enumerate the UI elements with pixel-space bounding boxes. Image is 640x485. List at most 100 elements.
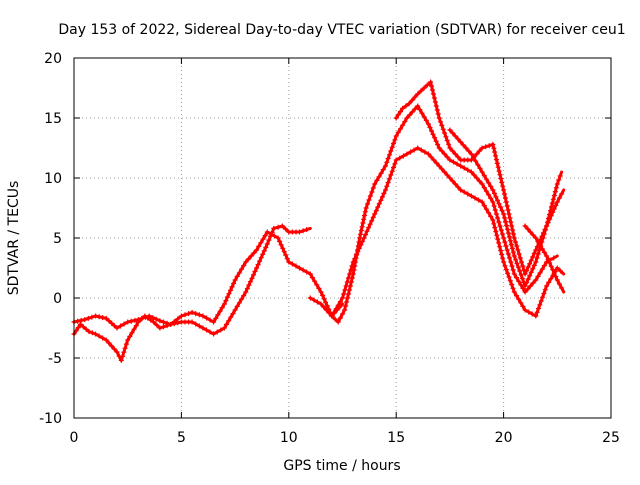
data-point [211, 319, 217, 325]
data-point [502, 191, 507, 197]
x-tick-label: 5 [177, 430, 186, 446]
data-point [504, 203, 510, 209]
data-point [318, 301, 324, 307]
data-point [430, 91, 436, 97]
data-point [476, 148, 482, 154]
data-point [472, 195, 478, 201]
data-point [114, 349, 120, 355]
data-point [528, 257, 534, 263]
data-point [479, 199, 485, 205]
data-point [355, 249, 361, 255]
data-point [516, 278, 522, 284]
data-point [509, 263, 515, 269]
data-point [347, 271, 353, 277]
data-point [236, 300, 242, 306]
data-point [241, 293, 247, 299]
data-point [356, 245, 362, 251]
data-point [486, 192, 492, 198]
data-point [548, 263, 554, 269]
data-point [374, 177, 380, 183]
data-point [538, 298, 544, 304]
data-point [318, 289, 324, 295]
data-point [509, 223, 515, 229]
data-point [385, 180, 391, 185]
data-point [522, 307, 528, 313]
data-point [518, 300, 524, 306]
data-point [504, 247, 510, 253]
data-point [157, 325, 163, 331]
data-point [491, 145, 497, 151]
data-point [524, 268, 530, 274]
data-point [547, 212, 552, 217]
data-point [476, 178, 482, 184]
y-tick-label: 0 [53, 291, 62, 307]
data-point [400, 153, 406, 159]
data-point [280, 245, 286, 251]
data-point [395, 112, 401, 118]
data-point [537, 242, 543, 248]
x-tick-label: 25 [602, 430, 620, 446]
data-point [217, 308, 223, 314]
data-point [304, 269, 310, 275]
data-point [418, 147, 424, 153]
data-point [123, 341, 129, 347]
data-point [388, 172, 394, 178]
data-point [502, 215, 508, 221]
data-point [447, 127, 453, 133]
data-point [333, 306, 339, 312]
data-point [77, 321, 83, 327]
data-point [545, 256, 551, 262]
data-point [314, 299, 320, 305]
data-point [326, 310, 332, 316]
data-point [536, 306, 541, 311]
data-point [275, 235, 281, 241]
data-point [503, 219, 509, 225]
data-point [498, 248, 504, 253]
data-point [411, 147, 417, 153]
data-point [314, 282, 320, 288]
data-point [499, 208, 505, 214]
y-tick-label: 15 [44, 111, 62, 127]
series-sat-7 [522, 223, 566, 294]
data-point [479, 169, 485, 175]
data-point [475, 162, 481, 168]
data-point [491, 190, 497, 196]
data-point [275, 224, 281, 230]
data-point [540, 235, 546, 241]
data-point [118, 357, 124, 363]
data-point [528, 269, 534, 275]
data-point [353, 252, 359, 258]
data-point [546, 215, 551, 221]
data-point [525, 276, 531, 282]
data-point [497, 172, 503, 178]
data-point [468, 193, 474, 199]
data-point [316, 285, 322, 291]
data-point [540, 294, 545, 300]
data-point [553, 274, 559, 280]
data-point [425, 121, 431, 127]
data-point [488, 213, 494, 219]
data-point [258, 240, 264, 246]
data-point [428, 79, 434, 85]
data-point [548, 204, 554, 210]
data-point [516, 251, 522, 257]
data-point [337, 299, 343, 305]
data-point [86, 329, 92, 335]
data-point [492, 149, 498, 155]
data-point [488, 183, 494, 189]
data-point [360, 220, 366, 226]
data-point [106, 318, 112, 324]
series-sat-4 [329, 145, 566, 319]
grid-layer [74, 58, 611, 418]
data-point [495, 197, 500, 203]
data-point [125, 319, 131, 325]
data-point [131, 326, 137, 332]
data-point [490, 141, 496, 147]
data-point [458, 163, 464, 169]
data-point [452, 133, 458, 139]
data-point [522, 289, 528, 295]
data-point [551, 255, 557, 261]
chart-title: Day 153 of 2022, Sidereal Day-to-day VTE… [58, 22, 625, 38]
data-point [153, 316, 159, 322]
data-point [151, 319, 156, 325]
